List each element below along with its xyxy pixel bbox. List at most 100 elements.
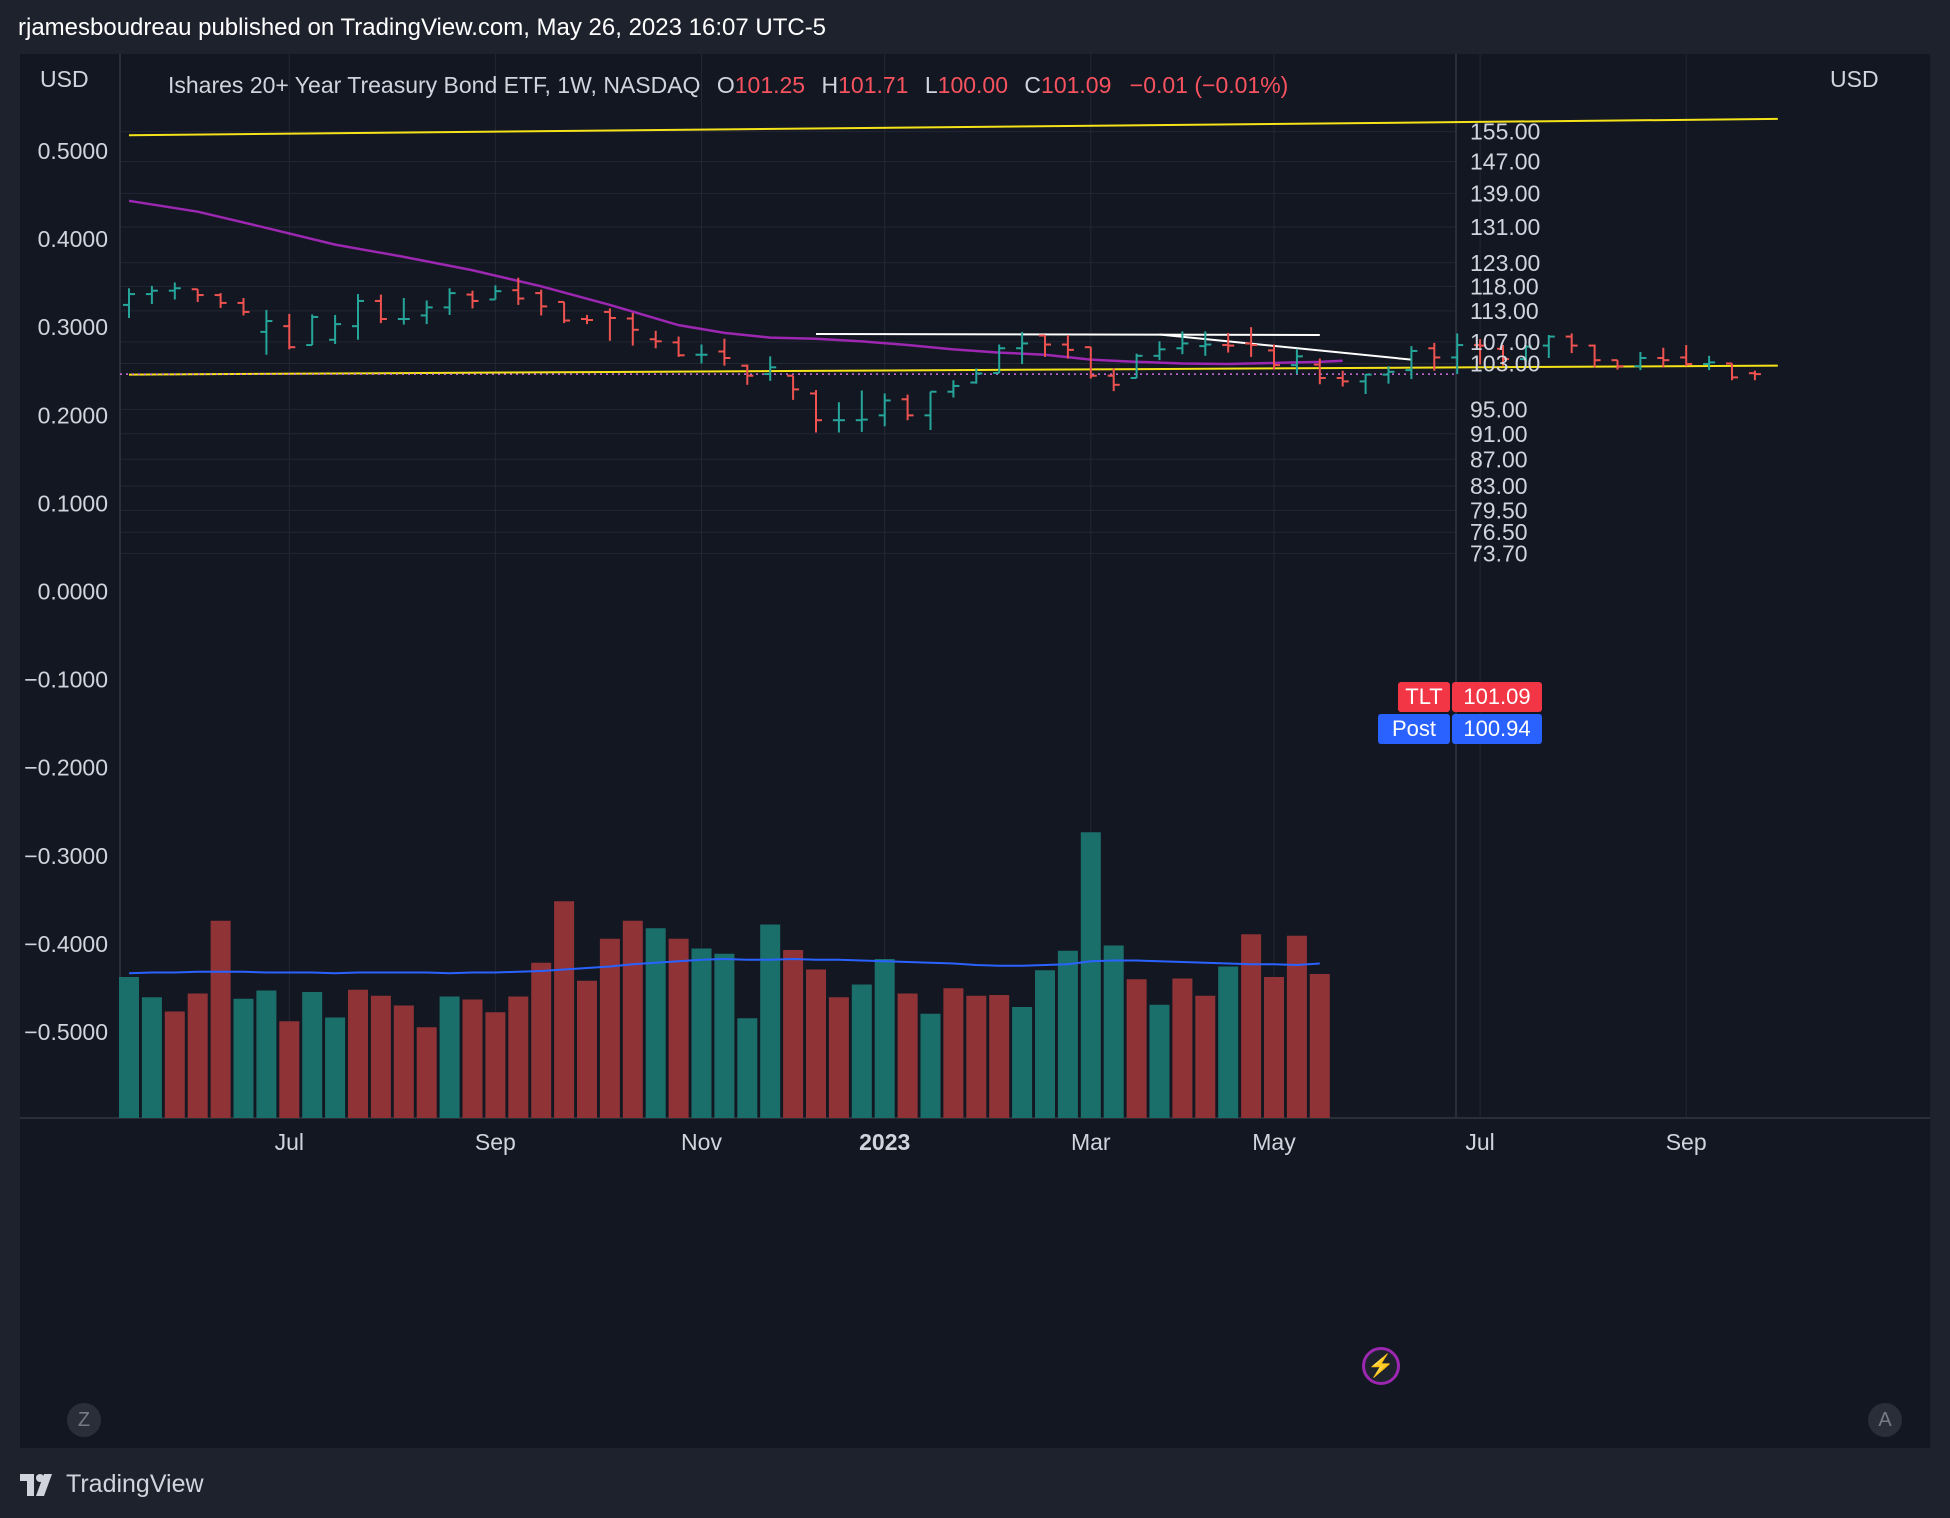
ohlc-bar [626, 312, 639, 346]
right-axis-tick-label: 73.70 [1470, 540, 1528, 566]
time-axis-tick-label: Nov [681, 1129, 722, 1155]
volume-bar [256, 990, 277, 1118]
ohlc-bar [1519, 345, 1532, 363]
volume-bar [210, 920, 231, 1118]
left-axis-unit: USD [40, 66, 89, 92]
ohlc-bar [168, 282, 181, 300]
symbol-legend[interactable]: Ishares 20+ Year Treasury Bond ETF, 1W, … [168, 72, 1288, 99]
volume-bar [141, 997, 162, 1118]
auto-scale-button[interactable]: A [1868, 1403, 1902, 1437]
volume-bar [302, 992, 323, 1118]
tlt-price-tag: 101.09 [1452, 682, 1542, 712]
volume-bar [1057, 950, 1078, 1118]
ohlc-bar [191, 288, 204, 302]
ohlc-bar [1382, 366, 1395, 384]
volume-bar [668, 938, 689, 1118]
left-axis-tick-label: −0.2000 [24, 755, 108, 781]
price-chart[interactable]: 155.00 147.00 139.00 131.00 123.00118.00113.… [20, 54, 1930, 1448]
ohlc-bar [810, 389, 822, 433]
left-axis-tick-label: −0.3000 [24, 843, 108, 869]
ohlc-bar [1359, 373, 1372, 395]
ohlc-bar [832, 402, 845, 433]
ohlc-bar [1336, 370, 1349, 387]
right-axis-tick-label: 155.00 [1470, 119, 1540, 145]
time-axis-tick-label: 2023 [859, 1129, 910, 1155]
left-axis-tick-label: 0.0000 [38, 579, 108, 605]
ohlc-bar [993, 344, 1006, 374]
ohlc-bar [1268, 344, 1280, 370]
ohlc-bar [901, 394, 914, 421]
volume-bar [164, 1011, 185, 1118]
open-value: 101.25 [734, 72, 806, 98]
volume-bar [577, 980, 597, 1118]
volume-bar [760, 924, 781, 1118]
volume-bar [806, 969, 826, 1118]
ohlc-bar [237, 298, 250, 316]
ohlc-bar [1680, 345, 1693, 367]
volume-bar [622, 920, 643, 1118]
left-axis-tick-label: 0.1000 [38, 490, 108, 516]
ohlc-bar [512, 277, 525, 305]
tradingview-logo[interactable]: TradingView [20, 1470, 204, 1499]
volume-bar [279, 1021, 300, 1118]
volume-bar [1149, 1004, 1170, 1118]
ohlc-bar [718, 338, 731, 366]
ohlc-bar [1084, 346, 1097, 379]
zoom-toggle-button[interactable]: Z [67, 1403, 101, 1437]
volume-bar [1080, 832, 1101, 1118]
ohlc-bar [1634, 352, 1647, 371]
ohlc-bar [329, 314, 342, 344]
volume-bar [989, 995, 1010, 1118]
ohlc-bar [1542, 335, 1555, 358]
volume-bar [1264, 977, 1284, 1118]
volume-bar [1195, 995, 1216, 1118]
chart-panel[interactable]: 155.00 147.00 139.00 131.00 123.00 118.00 113.… [20, 54, 1930, 1448]
volume-bar [1035, 970, 1055, 1118]
left-axis-tick-label: −0.5000 [24, 1019, 108, 1045]
ohlc-bar [1290, 348, 1303, 375]
ohlc-bar [397, 298, 410, 325]
ohlc-bar [558, 300, 571, 324]
close-value: 101.09 [1041, 72, 1112, 98]
tradingview-brand: TradingView [66, 1470, 204, 1498]
moving-average-line [128, 199, 1343, 366]
volume-bar [966, 995, 987, 1118]
volume-bar [439, 996, 460, 1118]
ohlc-bar [649, 330, 662, 349]
volume-bar [943, 988, 964, 1118]
time-axis-tick-label: Jul [1465, 1129, 1494, 1155]
ohlc-bar [764, 356, 777, 381]
ohlc-bar [260, 309, 273, 355]
ohlc-bar [1039, 334, 1051, 357]
low-label: L [924, 72, 938, 98]
ohlc-bar [374, 294, 387, 324]
left-axis-tick-label: −0.1000 [24, 667, 108, 693]
post-tag-label: Post [1378, 714, 1450, 744]
volume-bar [851, 984, 872, 1118]
ohlc-bar [1611, 359, 1624, 370]
ohlc-bar [672, 336, 685, 357]
right-axis-tick-label: 103.00 [1470, 350, 1540, 376]
ohlc-bar [466, 290, 479, 309]
ohlc-bar [1222, 332, 1235, 353]
resistance-trendline [815, 332, 1320, 337]
ohlc-bar [443, 288, 456, 315]
tradingview-logo-icon [20, 1473, 52, 1496]
volume-bar [897, 993, 918, 1118]
ohlc-bar [1199, 331, 1212, 356]
volume-bar [233, 998, 254, 1118]
left-axis-tick-label: 0.2000 [38, 402, 108, 428]
ohlc-bar [970, 368, 983, 384]
ohlc-bar [306, 314, 319, 347]
ohlc-bar [1313, 358, 1326, 385]
lightning-icon[interactable]: ⚡ [1362, 1347, 1400, 1385]
volume-bar [187, 993, 208, 1118]
volume-bar [325, 1017, 346, 1118]
ohlc-bar [352, 294, 364, 340]
volume-bar [531, 962, 552, 1118]
ohlc-bar [1016, 331, 1029, 365]
volume-bar [691, 948, 712, 1118]
ohlc-bar [123, 288, 135, 318]
volume-bar [416, 1027, 437, 1118]
high-value: 101.71 [838, 72, 909, 98]
